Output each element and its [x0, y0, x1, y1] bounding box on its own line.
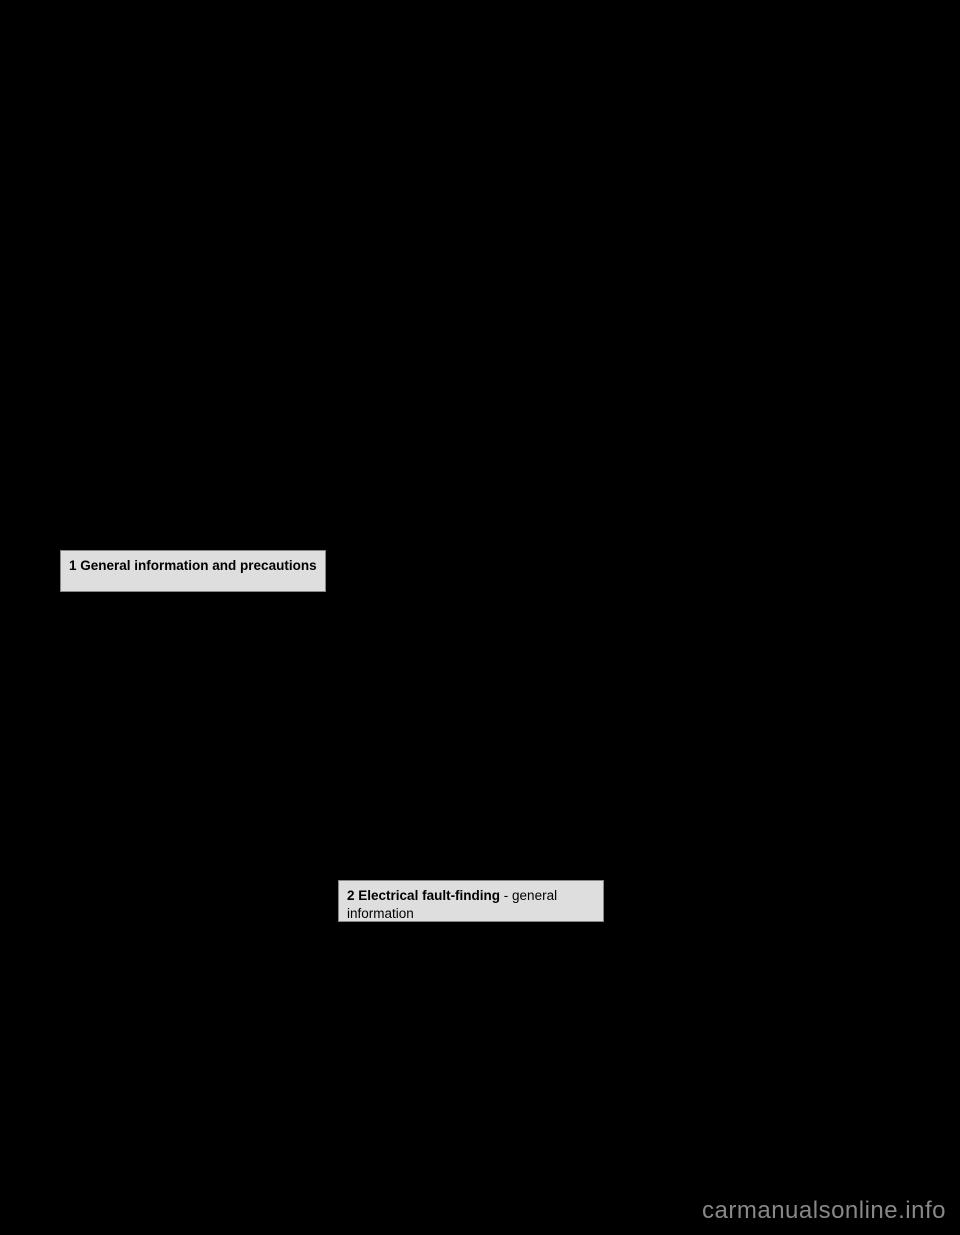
- section-number: 2: [347, 888, 355, 903]
- section-title-bold: Electrical fault-finding: [358, 888, 500, 903]
- section-number: 1: [69, 558, 77, 573]
- section-heading-box: 1 General information and precautions: [60, 550, 326, 592]
- section-title-bold: General information and precautions: [80, 558, 316, 573]
- section-heading-box: 2 Electrical fault-finding - general inf…: [338, 880, 604, 922]
- watermark-text: carmanualsonline.info: [702, 1197, 946, 1225]
